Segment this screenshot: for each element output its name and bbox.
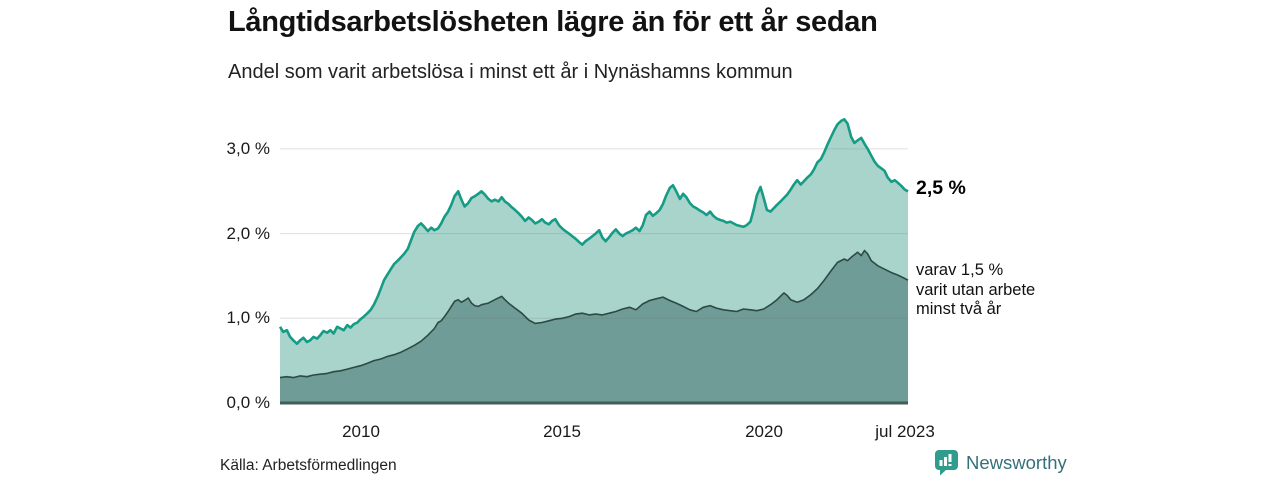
x-tick-label-2010: 2010 — [342, 422, 380, 441]
source-note: Källa: Arbetsförmedlingen — [220, 457, 397, 474]
y-tick-label-2: 2,0 % — [226, 224, 270, 243]
series-line-0 — [278, 118, 909, 345]
page-title: Långtidsarbetslösheten lägre än för ett … — [228, 6, 878, 38]
latest-value-label: 2,5 % — [916, 177, 966, 199]
x-tick-label-2015: 2015 — [543, 422, 581, 441]
page-subtitle: Andel som varit arbetslösa i minst ett å… — [228, 61, 793, 83]
brand-name: Newsworthy — [966, 451, 1067, 473]
series-line-1 — [279, 249, 909, 379]
newsworthy-icon — [935, 450, 958, 476]
y-tick-label-3: 3,0 % — [226, 139, 270, 158]
bar-chart-glyph — [939, 454, 952, 466]
y-tick-label-1: 1,0 % — [226, 308, 270, 327]
x-tick-label-jul-2023: jul 2023 — [875, 422, 935, 441]
series-area-1 — [280, 250, 908, 403]
brand-logo: Newsworthy — [934, 449, 1067, 476]
secondary-series-label: varav 1,5 % varit utan arbete minst två … — [916, 261, 1036, 318]
y-tick-label-0: 0,0 % — [226, 393, 270, 412]
x-tick-label-2020: 2020 — [745, 422, 783, 441]
